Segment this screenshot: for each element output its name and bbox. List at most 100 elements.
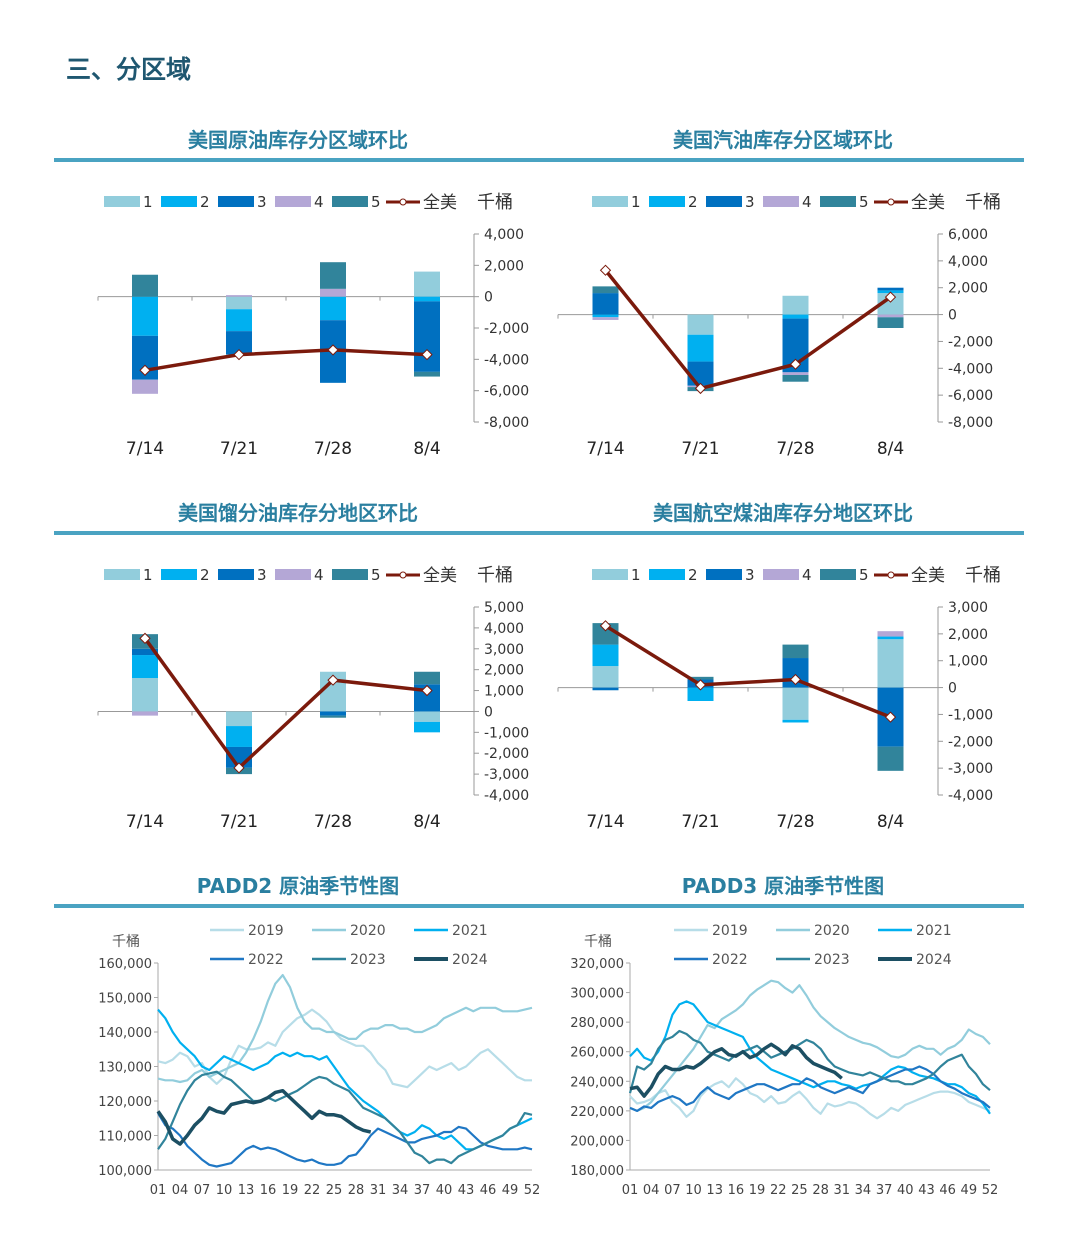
total-marker [327, 344, 339, 356]
padd3-panel: PADD3 原油季节性图 2019 2020 2021 2022 2023 2024 千桶 3… [542, 870, 1024, 1210]
total-marker [421, 684, 433, 697]
bar-region-4 [132, 711, 158, 716]
legend-marker-total [887, 198, 895, 206]
legend-label-1: 1 [143, 193, 153, 211]
padd2-chart: 2019 2020 2021 2022 2023 2024 千桶 160,000 150,000… [98, 923, 540, 1198]
y-tick-label: 100,000 [98, 1164, 152, 1179]
x-tick-label: 7/21 [681, 439, 719, 459]
legend-label-1: 1 [631, 566, 641, 584]
series-line-2019 [629, 1077, 991, 1120]
legend-label-3: 3 [745, 566, 755, 584]
y-tick-label: 320,000 [570, 957, 624, 972]
y-tick-label: -4,000 [948, 788, 993, 804]
bar-region-2 [782, 314, 809, 319]
legend-swatch-4 [763, 569, 799, 580]
x-tick-label: 31 [833, 1183, 850, 1198]
bar-region-3 [687, 361, 714, 386]
y-tick-label: 3,000 [484, 642, 524, 658]
legend-label-2022: 2022 [712, 952, 748, 968]
series-line-2023 [157, 1070, 533, 1165]
bar-region-1 [877, 639, 904, 688]
legend-swatch-2 [161, 569, 197, 580]
x-tick-label: 22 [770, 1183, 787, 1198]
bar-region-2 [320, 296, 346, 321]
legend-label-2020: 2020 [814, 923, 850, 939]
bar-region-2 [592, 314, 619, 318]
y-tick-label: 300,000 [570, 987, 624, 1002]
series-line-2019 [157, 1008, 532, 1089]
legend-label-3: 3 [745, 193, 755, 211]
y-tick-label: 2,000 [484, 663, 524, 679]
x-tick-label: 04 [643, 1183, 660, 1198]
total-marker [884, 291, 897, 303]
bar-region-3 [226, 331, 252, 355]
legend-swatch-3 [218, 569, 254, 580]
legend-label-total: 全美 [423, 566, 457, 586]
legend-marker-total [887, 571, 895, 579]
x-tick-label: 13 [238, 1183, 255, 1198]
legend-label-4: 4 [314, 566, 324, 584]
total-marker [421, 348, 433, 361]
legend-swatch-1 [592, 196, 628, 207]
legend-label-2: 2 [688, 193, 698, 211]
x-tick-label: 7/21 [220, 439, 258, 459]
y-tick-label: 3,000 [948, 600, 988, 616]
y-unit-label: 千桶 [584, 934, 612, 950]
legend-label-2021: 2021 [916, 923, 952, 939]
bar-region-2 [226, 726, 252, 747]
legend-swatch-5 [332, 569, 368, 580]
x-tick-label: 37 [876, 1183, 893, 1198]
legend-label-3: 3 [257, 193, 267, 211]
y-tick-label: -6,000 [484, 384, 529, 400]
x-tick-label: 01 [150, 1183, 167, 1198]
x-tick-label: 43 [918, 1183, 935, 1198]
padd2-panel: PADD2 原油季节性图 2019 2020 2021 2022 2023 2024 千桶 1… [54, 870, 542, 1210]
bar-region-3 [414, 301, 440, 372]
x-tick-label: 7/21 [220, 812, 258, 832]
total-line [144, 348, 428, 373]
legend-swatch-1 [592, 569, 628, 580]
legend-swatch-1 [104, 569, 140, 580]
x-tick-label: 34 [855, 1183, 872, 1198]
crude-region-panel: 美国原油库存分区域环比 1 2 3 4 5 全美 千桶 4,000 2,000 0 -2,000 -4… [54, 124, 542, 464]
y-tick-label: 4,000 [948, 254, 988, 270]
bar-region-5 [414, 371, 440, 377]
bar-region-1 [414, 711, 440, 722]
bar-region-2 [782, 719, 809, 723]
x-tick-label: 7/28 [314, 812, 352, 832]
x-tick-label: 16 [728, 1183, 745, 1198]
legend-label-2: 2 [200, 193, 210, 211]
x-tick-label: 7/14 [586, 812, 624, 832]
bar-region-5 [320, 262, 346, 289]
bar-region-3 [592, 687, 619, 691]
series-line-2020 [629, 979, 991, 1112]
x-tick-label: 7/28 [314, 439, 352, 459]
title-rule [54, 531, 542, 535]
y-tick-label: -3,000 [948, 761, 993, 777]
legend-swatch-1 [104, 196, 140, 207]
x-tick-label: 46 [480, 1183, 497, 1198]
series-line-2024 [156, 1088, 372, 1146]
legend-label-2019: 2019 [712, 923, 748, 939]
total-marker [789, 358, 802, 370]
y-tick-label: 2,000 [948, 281, 988, 297]
total-marker [694, 679, 707, 691]
bar-region-5 [782, 375, 809, 382]
y-tick-label: 240,000 [570, 1075, 624, 1090]
legend-label-5: 5 [371, 193, 381, 211]
x-tick-label: 7/28 [776, 439, 814, 459]
x-tick-label: 07 [664, 1183, 681, 1198]
gasoline-region-panel: 美国汽油库存分区域环比 1 2 3 4 5 全美 千桶 6,000 4,000 2,000 0 -2,… [542, 124, 1024, 464]
series-line-2023 [628, 1029, 991, 1094]
y-tick-label: 130,000 [98, 1061, 152, 1076]
series-line-2020 [157, 973, 533, 1084]
series-line-2021 [157, 1008, 533, 1151]
y-tick-label: 180,000 [570, 1164, 624, 1179]
title-rule [54, 158, 542, 162]
y-tick-label: -2,000 [948, 334, 993, 350]
total-line [143, 637, 428, 771]
x-tick-label: 46 [939, 1183, 956, 1198]
x-tick-label: 07 [194, 1183, 211, 1198]
jet-region-title: 美国航空煤油库存分地区环比 [653, 501, 913, 525]
bar-region-4 [320, 288, 346, 297]
